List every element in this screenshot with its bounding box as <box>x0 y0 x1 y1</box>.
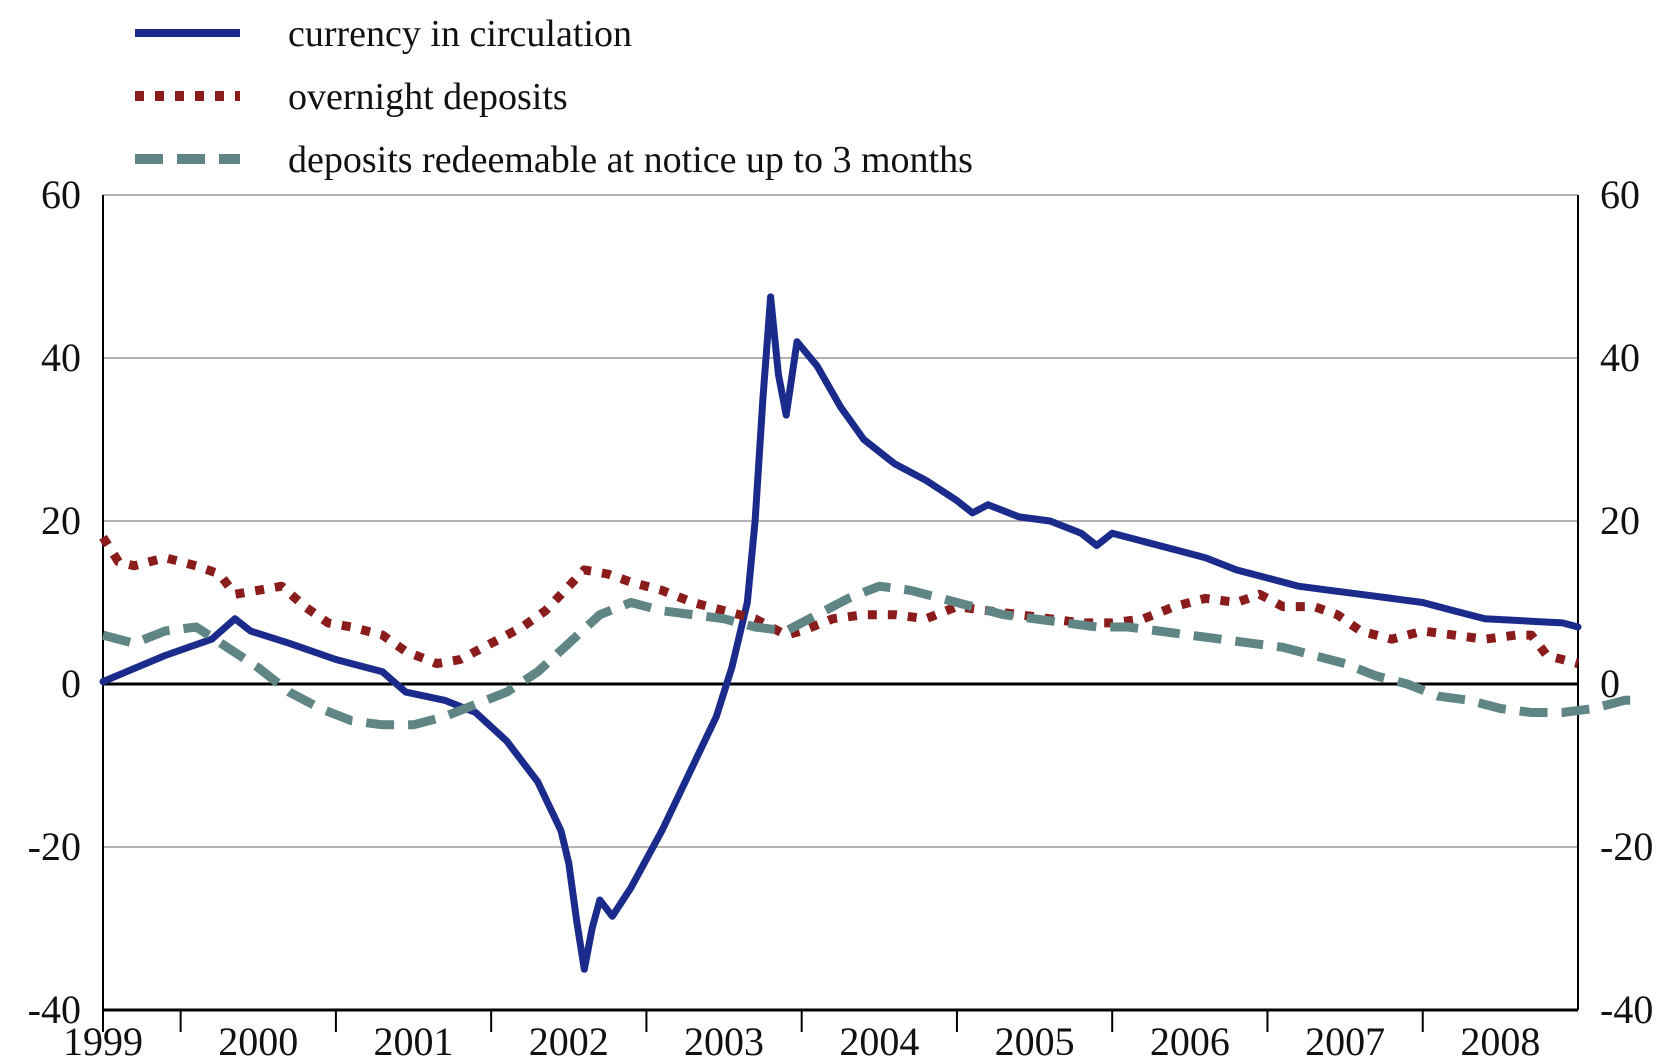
y-tick-label-right: -40 <box>1600 987 1653 1032</box>
y-tick-label-left: 60 <box>41 172 81 217</box>
grid-layer <box>103 194 1578 848</box>
x-tick-label: 2003 <box>684 1019 764 1058</box>
series-layer <box>99 293 1641 973</box>
legend-label: overnight deposits <box>288 76 568 118</box>
x-tick-label: 2007 <box>1305 1019 1385 1058</box>
series-line-solid <box>99 293 1582 973</box>
y-tick-label-right: 20 <box>1600 498 1640 543</box>
y-tick-label-left: 40 <box>41 335 81 380</box>
series-line-dotted <box>99 534 1580 669</box>
y-tick-label-left: 20 <box>41 498 81 543</box>
legend: currency in circulation overnight deposit… <box>135 13 973 181</box>
x-tick-label: 2002 <box>529 1019 609 1058</box>
y-tick-label-right: 40 <box>1600 335 1640 380</box>
x-tick-label: 2006 <box>1150 1019 1230 1058</box>
x-tick-label: 2001 <box>374 1019 454 1058</box>
x-tick-label: 2004 <box>839 1019 919 1058</box>
x-tick-label: 2008 <box>1460 1019 1540 1058</box>
x-tick-label: 2005 <box>995 1019 1075 1058</box>
legend-label: deposits redeemable at notice up to 3 mo… <box>288 139 973 181</box>
y-tick-label-left: 0 <box>61 661 81 706</box>
y-tick-label-left: -20 <box>28 824 81 869</box>
legend-label: currency in circulation <box>288 13 632 55</box>
y-tick-label-left: -40 <box>28 987 81 1032</box>
y-tick-label-right: 60 <box>1600 172 1640 217</box>
x-tick-label: 2000 <box>218 1019 298 1058</box>
y-tick-label-right: -20 <box>1600 824 1653 869</box>
series-line-dashed <box>101 581 1641 730</box>
y-tick-label-right: 0 <box>1600 661 1620 706</box>
